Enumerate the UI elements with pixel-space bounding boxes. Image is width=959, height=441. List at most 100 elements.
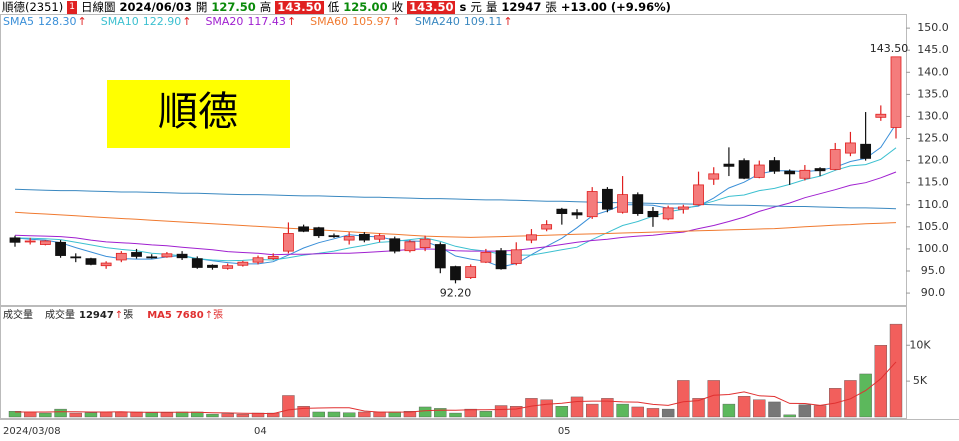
candle-body xyxy=(571,212,583,216)
candle-body xyxy=(738,160,750,179)
x-tick-label: 04 xyxy=(254,426,267,437)
volume-bar xyxy=(464,408,477,418)
volume-bar xyxy=(282,395,295,418)
volume-ma-line xyxy=(15,361,897,415)
volume-bar xyxy=(206,413,219,418)
candle-body xyxy=(115,252,127,261)
candle-body xyxy=(693,184,704,206)
legend-name: 成交量 xyxy=(45,308,75,321)
volume-bar xyxy=(707,380,720,418)
volume-bar xyxy=(494,405,508,418)
ma-line xyxy=(14,188,897,210)
open-label: 開 xyxy=(195,0,208,14)
candle-body xyxy=(283,233,294,252)
candle-body xyxy=(267,256,279,260)
badge: 1 xyxy=(67,0,77,14)
volume: 12947 xyxy=(501,0,542,14)
candle-body xyxy=(601,188,613,210)
legend-value: 7680 xyxy=(176,310,204,321)
y-tick-label: 90.0 xyxy=(921,286,946,299)
volume-bar xyxy=(358,411,371,418)
legend-trend: ↑ xyxy=(78,15,87,28)
volume-bar xyxy=(115,411,128,418)
stock-name: 順德(2351) xyxy=(2,0,64,14)
candle-body xyxy=(404,241,416,252)
volume-bar xyxy=(692,398,705,418)
chart-kind: 日線圖 xyxy=(80,0,116,14)
volume-bar xyxy=(312,411,325,418)
volume-bar xyxy=(540,399,553,418)
legend-name: SMA5 xyxy=(3,15,34,28)
candle-body xyxy=(313,227,325,237)
y-tick-label: 115.0 xyxy=(917,176,949,189)
date: 2024/06/03 xyxy=(119,0,192,14)
legend-trend: ↑ xyxy=(182,15,191,28)
low-label: 低 xyxy=(327,0,340,14)
volume-bar xyxy=(570,396,584,418)
candle-body xyxy=(207,264,218,268)
volume-bar xyxy=(661,408,675,418)
volume-bar xyxy=(84,412,98,418)
ma-line xyxy=(14,211,897,238)
volume-bar xyxy=(160,412,174,418)
candle-body xyxy=(100,262,112,267)
candle-body xyxy=(146,256,158,259)
y-tick-label: 130.0 xyxy=(917,109,949,122)
title: 順德 xyxy=(158,89,238,135)
legend-value: 128.30 xyxy=(38,15,77,28)
ma-line xyxy=(14,171,897,256)
volume-bar xyxy=(783,414,796,418)
volume-bar xyxy=(403,411,417,418)
y-tick-label: 10K xyxy=(909,338,931,351)
close: 143.50 xyxy=(407,0,456,14)
candle-body xyxy=(85,258,97,265)
volume-bar xyxy=(418,406,432,418)
volume-bar xyxy=(510,406,523,418)
y-tick-label: 110.0 xyxy=(917,198,949,211)
y-tick-label: 135.0 xyxy=(917,87,949,100)
volume-bar xyxy=(267,412,280,418)
volume-unit: 張 xyxy=(545,0,557,14)
candle-body xyxy=(480,252,492,263)
low: 125.00 xyxy=(343,0,388,14)
y-tick-label: 5K xyxy=(913,374,928,387)
candle-body xyxy=(389,238,401,252)
legend-name: SMA10 xyxy=(101,15,139,28)
volume-bar xyxy=(722,403,736,418)
candle-body xyxy=(708,173,720,180)
close-label: 收 xyxy=(391,0,404,14)
volume-bar xyxy=(69,412,82,418)
volume-bar xyxy=(23,411,37,418)
candle-body xyxy=(860,143,872,159)
volume-bar xyxy=(798,404,812,418)
y-tick-label: 145.0 xyxy=(917,43,949,56)
volume-bar xyxy=(813,405,827,418)
candle-body xyxy=(343,236,355,241)
volume-bar xyxy=(479,411,493,418)
candle-body xyxy=(753,164,765,178)
legend-name: MA5 xyxy=(147,310,172,321)
change: +13.00 (+9.96%) xyxy=(560,0,671,14)
candle-body xyxy=(131,252,142,257)
volume-bar xyxy=(388,411,401,418)
low-label: 92.20 xyxy=(440,286,472,299)
y-tick-label: 150.0 xyxy=(917,21,949,34)
x-tick-label: 2024/03/08 xyxy=(3,426,61,437)
candle-body xyxy=(586,191,598,218)
candle-body xyxy=(70,256,82,259)
candle-body xyxy=(784,170,796,175)
volume-bar xyxy=(631,406,644,418)
legend-name: SMA60 xyxy=(310,15,348,28)
volume-bar xyxy=(677,380,690,418)
legend-unit: 張 xyxy=(213,309,223,321)
volume-panel xyxy=(0,306,907,419)
candle-body xyxy=(723,163,735,167)
volume-bar xyxy=(297,406,310,418)
volume-bar xyxy=(646,408,660,418)
candle-body xyxy=(510,249,522,264)
volume-bar xyxy=(753,399,766,418)
legend-trend: ↑ xyxy=(205,310,213,321)
candle-body xyxy=(677,206,689,210)
